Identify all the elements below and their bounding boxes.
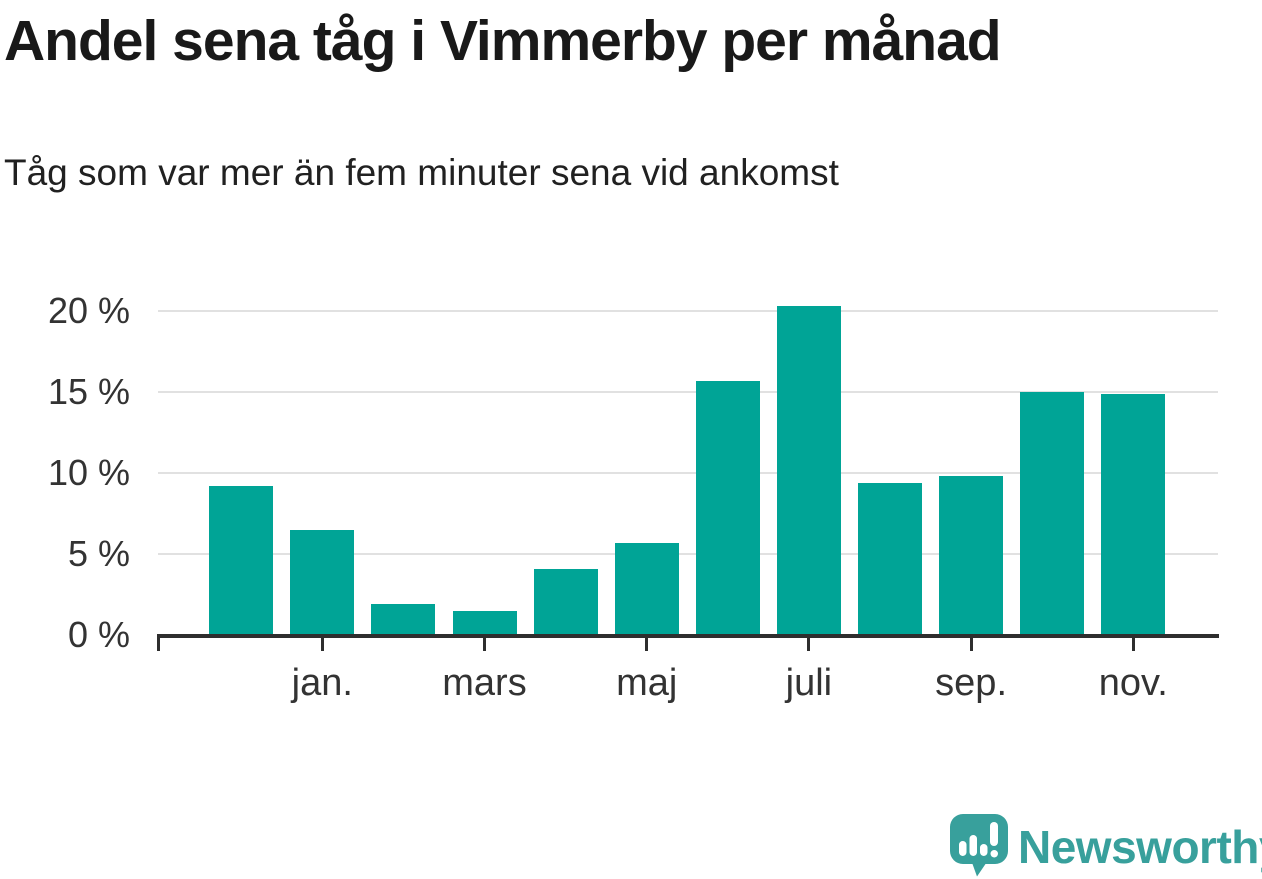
gridline-15 (158, 391, 1218, 393)
x-tick-jan (320, 634, 324, 651)
bar-juli (776, 306, 841, 635)
gridline-20 (158, 310, 1218, 312)
bar-sep (939, 476, 1004, 635)
x-tick-juli (807, 634, 811, 651)
x-tick-sep (969, 634, 973, 651)
bar-apr (533, 568, 598, 635)
x-tick-label-maj: maj (616, 662, 678, 704)
newsworthy-logo-icon (950, 814, 1008, 877)
brand-wordmark: Newsworthy (1018, 821, 1262, 873)
x-axis-line (157, 634, 1219, 638)
x-tick-nov (1131, 634, 1135, 651)
newsworthy-brand: Newsworthy (948, 812, 1262, 878)
bar-jan (290, 529, 355, 635)
x-tick-label-juli: juli (785, 662, 833, 704)
gridline-5 (158, 553, 1218, 555)
gridline-10 (158, 472, 1218, 474)
x-tick-label-nov: nov. (1098, 662, 1168, 704)
bar-feb (371, 604, 436, 635)
x-tick-label-jan: jan. (291, 662, 353, 704)
chart-title: Andel sena tåg i Vimmerby per månad (4, 9, 1002, 73)
y-tick-label-15: 15 % (47, 371, 130, 412)
bar-juni (695, 380, 760, 635)
x-tick-maj (645, 634, 649, 651)
axis-start-tick (157, 634, 160, 651)
bar-mars (452, 610, 517, 635)
y-tick-label-0: 0 % (67, 614, 130, 655)
bar-aug (858, 482, 922, 635)
x-tick-mars (483, 634, 486, 651)
bar-dec (209, 485, 274, 635)
chart-subtitle: Tåg som var mer än fem minuter sena vid … (4, 152, 839, 193)
bar-maj (614, 542, 679, 635)
plot-area (158, 306, 1218, 635)
bar-chart: 0 % 5 % 10 % 15 % 20 % jan. mars maj juli sep. nov… (47, 290, 1219, 704)
x-tick-label-sep: sep. (935, 662, 1007, 704)
bar-nov (1101, 393, 1166, 635)
x-tick-label-mars: mars (442, 662, 527, 704)
y-tick-label-10: 10 % (47, 452, 130, 493)
y-tick-label-5: 5 % (67, 533, 130, 574)
bar-okt (1020, 392, 1085, 635)
y-tick-label-20: 20 % (47, 290, 130, 331)
